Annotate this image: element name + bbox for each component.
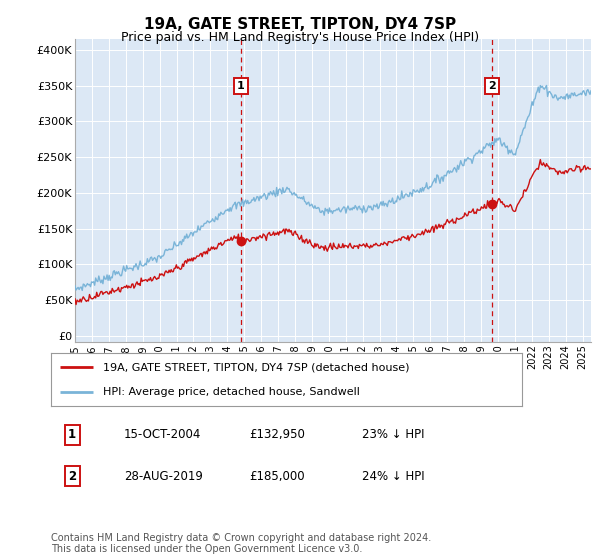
Text: 24% ↓ HPI: 24% ↓ HPI [362, 470, 424, 483]
Text: 2: 2 [68, 470, 76, 483]
Text: 1: 1 [68, 428, 76, 441]
Text: 15-OCT-2004: 15-OCT-2004 [124, 428, 202, 441]
Text: Contains HM Land Registry data © Crown copyright and database right 2024.
This d: Contains HM Land Registry data © Crown c… [51, 533, 431, 554]
Text: Price paid vs. HM Land Registry's House Price Index (HPI): Price paid vs. HM Land Registry's House … [121, 31, 479, 44]
Text: 23% ↓ HPI: 23% ↓ HPI [362, 428, 424, 441]
Text: 19A, GATE STREET, TIPTON, DY4 7SP (detached house): 19A, GATE STREET, TIPTON, DY4 7SP (detac… [103, 362, 409, 372]
Text: £185,000: £185,000 [249, 470, 304, 483]
Text: HPI: Average price, detached house, Sandwell: HPI: Average price, detached house, Sand… [103, 386, 359, 396]
Text: 19A, GATE STREET, TIPTON, DY4 7SP: 19A, GATE STREET, TIPTON, DY4 7SP [144, 17, 456, 32]
Text: 1: 1 [237, 81, 245, 91]
Text: £132,950: £132,950 [249, 428, 305, 441]
Text: 2: 2 [488, 81, 496, 91]
Text: 28-AUG-2019: 28-AUG-2019 [124, 470, 203, 483]
